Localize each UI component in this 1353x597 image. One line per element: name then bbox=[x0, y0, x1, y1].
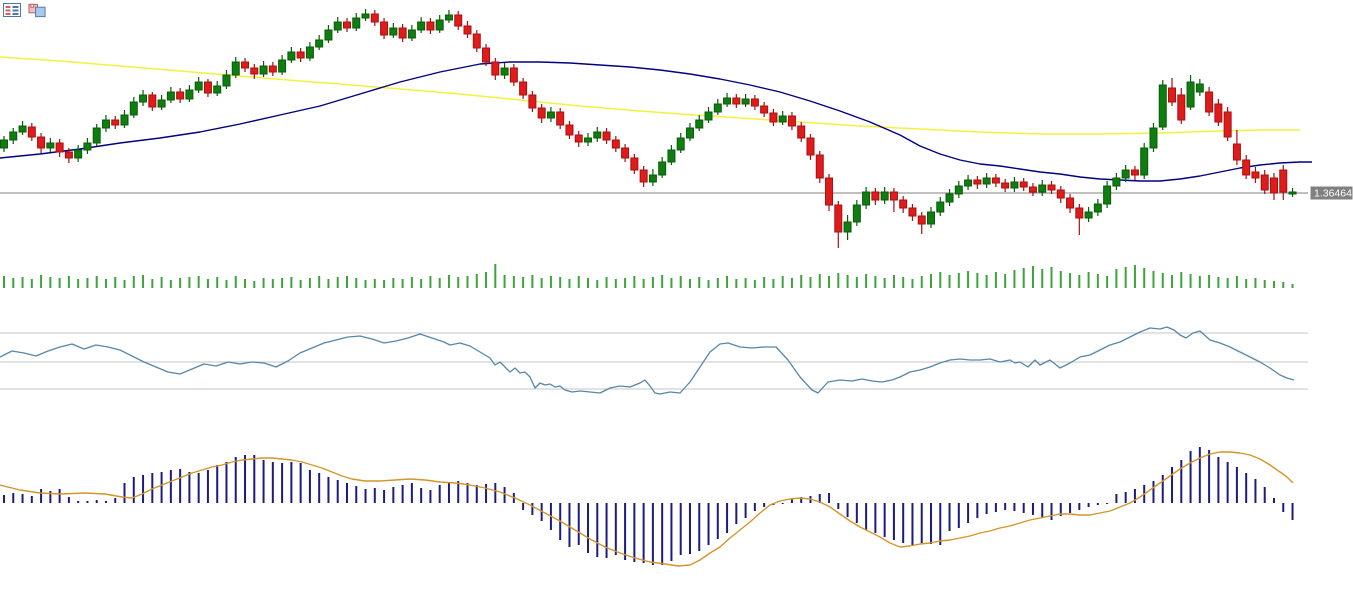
price-tag: 1.36464 bbox=[1310, 186, 1353, 200]
tile-windows-icon[interactable] bbox=[28, 3, 46, 18]
chart-toolbar bbox=[3, 3, 46, 18]
oscillator-panel bbox=[0, 326, 1308, 395]
price-tag-box bbox=[1310, 186, 1353, 200]
macd-panel bbox=[0, 447, 1294, 567]
price-tag-label: 1.36464 bbox=[1314, 188, 1352, 200]
volume-panel bbox=[3, 264, 1294, 288]
price-panel bbox=[0, 9, 1312, 248]
quotes-list-icon[interactable] bbox=[3, 3, 21, 18]
